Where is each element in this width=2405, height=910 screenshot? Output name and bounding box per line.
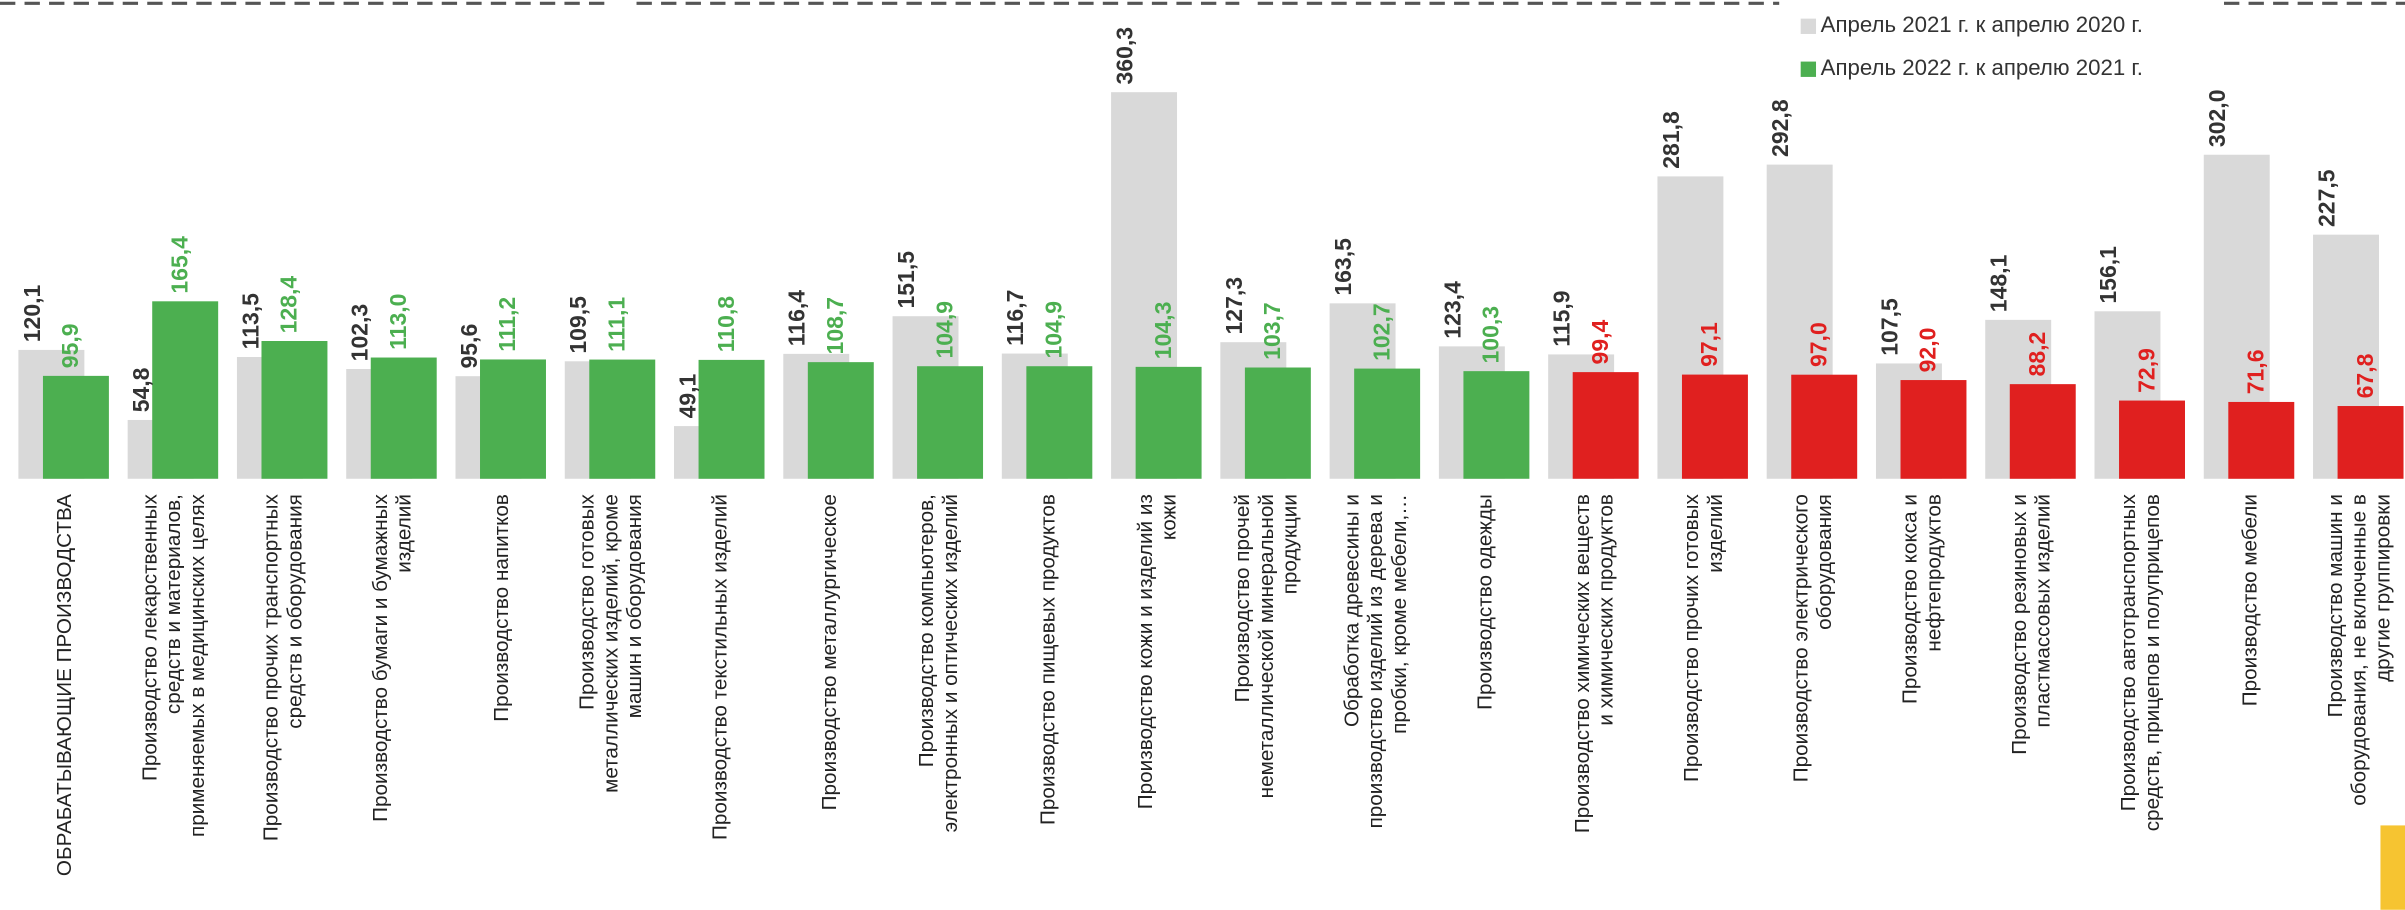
- bar: [1135, 366, 1202, 479]
- bar: [1900, 380, 1967, 479]
- value-label: 99,4: [1587, 319, 1613, 364]
- value-label: 107,5: [1876, 298, 1902, 356]
- value-label: 104,3: [1150, 302, 1176, 360]
- x-tick-label: Производство прочих готовыхизделий: [1681, 493, 1728, 782]
- bar: [42, 375, 109, 479]
- value-label: 156,1: [2095, 246, 2121, 304]
- value-label: 113,0: [385, 294, 411, 350]
- value-label: 104,9: [931, 301, 957, 359]
- x-tick-label: Производство кожи и изделий изкожи: [1134, 494, 1181, 809]
- bar: [370, 357, 437, 479]
- value-label: 104,9: [1041, 301, 1067, 359]
- value-label: 128,4: [276, 276, 302, 334]
- value-label: 111,1: [604, 297, 630, 352]
- legend-swatch: [1800, 61, 1817, 77]
- bar: [917, 366, 984, 479]
- value-label: 97,0: [1805, 322, 1831, 367]
- x-tick-label: Производство химических веществи химичес…: [1571, 494, 1618, 833]
- x-tick-label: Производство машин иоборудования, не вкл…: [2324, 494, 2395, 806]
- decor-block: [2380, 825, 2405, 910]
- bar: [2228, 401, 2295, 479]
- x-tick-label: Производство автотранспортныхсредств, пр…: [2118, 493, 2165, 831]
- x-tick-label: Производство прочейнеметаллической минер…: [1232, 494, 1303, 798]
- value-label: 120,1: [19, 284, 45, 342]
- x-tick-label: Производство текстильных изделий: [709, 494, 732, 840]
- bar: [480, 359, 546, 479]
- value-label: 109,5: [565, 296, 591, 354]
- bar: [1572, 372, 1639, 479]
- x-tick-label: Производство напитков: [490, 494, 513, 722]
- value-label: 92,0: [1915, 328, 1941, 373]
- bar: [589, 359, 656, 479]
- value-label: 108,7: [822, 297, 848, 355]
- bar: [1681, 374, 1748, 479]
- value-label: 54,8: [128, 367, 154, 412]
- x-tick-label: Производство бумаги и бумажныхизделий: [369, 493, 416, 821]
- bar: [1791, 374, 1858, 479]
- value-label: 49,1: [674, 373, 700, 418]
- value-label: 360,3: [1112, 27, 1138, 85]
- value-label: 72,9: [2133, 348, 2159, 393]
- x-tick-label: Производство пищевых продуктов: [1037, 494, 1060, 825]
- value-label: 302,0: [2204, 90, 2230, 148]
- bar: [1354, 368, 1421, 479]
- x-tick-label: Производство компьютеров,электронных и о…: [916, 494, 963, 832]
- value-label: 88,2: [2024, 332, 2050, 377]
- value-label: 127,3: [1221, 277, 1247, 335]
- value-label: 103,7: [1259, 302, 1285, 360]
- bar: [261, 341, 328, 479]
- value-label: 292,8: [1767, 99, 1793, 157]
- x-tick-label: Производство прочих транспортныхсредств …: [260, 493, 307, 841]
- value-label: 102,3: [347, 304, 373, 362]
- legend-label: Апрель 2021 г. к апрелю 2020 г.: [1821, 12, 2143, 37]
- value-label: 110,8: [713, 296, 739, 352]
- bar: [1026, 366, 1093, 479]
- x-tick-label: Производство электрическогооборудования: [1790, 494, 1837, 782]
- value-label: 115,9: [1549, 290, 1575, 346]
- x-tick-label: ОБРАБАТЫВАЮЩИЕ ПРОИЗВОДСТВА: [53, 494, 76, 876]
- value-label: 95,9: [57, 323, 83, 368]
- value-label: 97,1: [1696, 322, 1722, 367]
- bar: [2119, 400, 2185, 479]
- bar: [698, 359, 765, 479]
- bar: [152, 301, 219, 479]
- value-label: 95,6: [456, 324, 482, 369]
- value-label: 113,5: [237, 293, 263, 349]
- bar: [2337, 406, 2404, 479]
- bar: [807, 362, 874, 479]
- x-tick-label: Производство металлургическое: [818, 494, 841, 810]
- value-label: 163,5: [1330, 238, 1356, 296]
- bar: [2009, 384, 2076, 479]
- value-label: 100,3: [1478, 306, 1504, 364]
- value-label: 165,4: [166, 236, 192, 294]
- x-tick-label: Производство одежды: [1474, 494, 1497, 710]
- value-label: 123,4: [1439, 281, 1465, 339]
- x-tick-label: Обработка древесины ипроизводство издели…: [1341, 494, 1412, 828]
- legend-label: Апрель 2022 г. к апрелю 2021 г.: [1821, 55, 2143, 80]
- value-label: 281,8: [1658, 111, 1684, 169]
- value-label: 71,6: [2243, 350, 2269, 395]
- value-label: 67,8: [2352, 353, 2378, 398]
- value-label: 148,1: [1986, 254, 2012, 312]
- bar: [1244, 367, 1311, 479]
- x-tick-label: Производство мебели: [2239, 494, 2262, 706]
- value-label: 116,4: [784, 290, 810, 346]
- legend-swatch: [1800, 18, 1817, 34]
- value-label: 102,7: [1368, 303, 1394, 361]
- x-tick-label: Производство готовыхметаллических издели…: [576, 493, 647, 792]
- x-tick-label: Производство резиновых ипластмассовых из…: [2008, 494, 2055, 755]
- value-label: 116,7: [1002, 290, 1028, 346]
- x-tick-label: Производство кокса инефтепродуктов: [1899, 494, 1946, 704]
- x-tick-label: Производство лекарственныхсредств и мате…: [139, 493, 210, 837]
- bar: [1463, 371, 1530, 479]
- value-label: 227,5: [2313, 169, 2339, 227]
- value-label: 111,2: [494, 297, 520, 352]
- value-label: 151,5: [893, 251, 919, 309]
